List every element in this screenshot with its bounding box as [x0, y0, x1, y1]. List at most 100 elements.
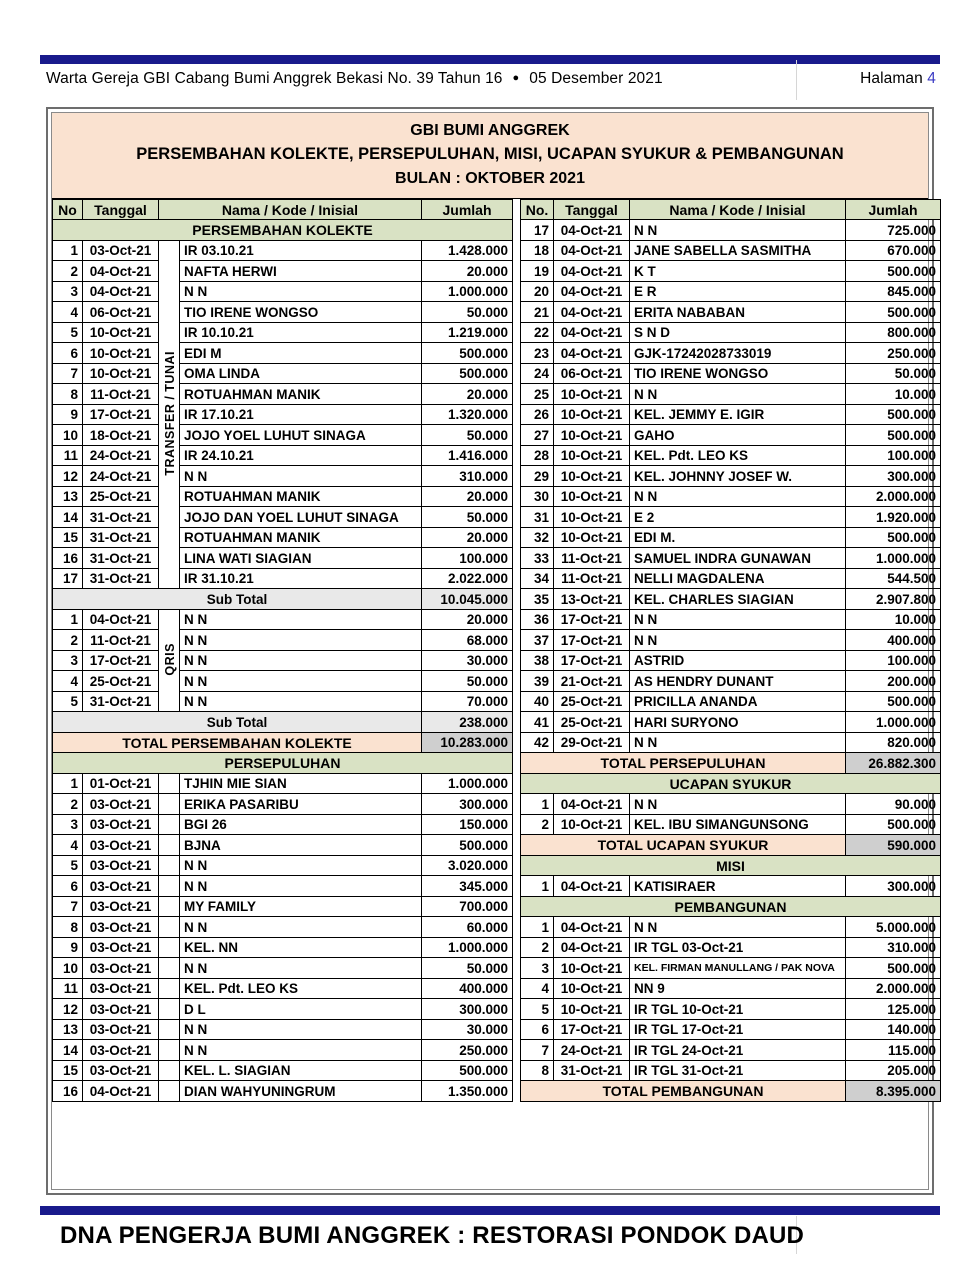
row-name: KEL. FIRMAN MANULLANG / PAK NOVA	[629, 957, 846, 979]
row-date: 04-Oct-21	[553, 321, 630, 344]
table-row: 1 03-Oct-21 TRANSFER / TUNAI IR 03.10.21 1.4…	[52, 239, 513, 590]
row-name: JOJO DAN YOEL LUHUT SINAGA	[179, 506, 422, 528]
row-amount: 300.000	[421, 998, 513, 1020]
row-amount: 820.000	[845, 731, 941, 754]
right-th-tanggal: Tanggal	[553, 198, 630, 221]
row-amount: 700.000	[421, 895, 513, 918]
row-spacer	[158, 1039, 180, 1061]
row-name: N N	[629, 608, 846, 631]
section-header-pembangunan: PEMBANGUNAN	[520, 895, 941, 918]
masthead-left: Warta Gereja GBI Cabang Bumi Anggrek Bek…	[46, 70, 663, 88]
row-spacer	[158, 834, 180, 856]
row-amount: 2.000.000	[845, 977, 941, 1000]
row-date: 31-Oct-21	[82, 547, 159, 569]
row-amount: 5.000.000	[845, 916, 941, 938]
table-row: PERSEMBAHAN KOLEKTE	[52, 219, 513, 241]
two-column-body: No Tanggal Nama / Kode / Inisial Jumlah …	[52, 198, 941, 1102]
row-amount: 1.000.000	[421, 936, 513, 959]
row-spacer	[158, 998, 180, 1020]
row-name: N N	[629, 383, 846, 405]
row-no: 16	[52, 1080, 83, 1102]
row-amount: 50.000	[421, 424, 513, 446]
table-row: TOTAL PEMBANGUNAN 8.395.000	[520, 1080, 941, 1102]
row-amount: 845.000	[845, 280, 941, 303]
row-name: EDI M.	[629, 526, 846, 549]
row-no: 6	[52, 875, 83, 897]
row-no: 36	[520, 608, 554, 631]
row-date: 10-Oct-21	[553, 506, 630, 528]
row-no: 26	[520, 403, 554, 426]
group-label-text: QRIS	[163, 642, 177, 676]
row-date: 03-Oct-21	[82, 239, 159, 262]
row-date: 17-Oct-21	[553, 608, 630, 631]
masthead-issue: Warta Gereja GBI Cabang Bumi Anggrek Bek…	[46, 70, 503, 87]
row-name: NELLI MAGDALENA	[629, 567, 846, 590]
table-row: 11 03-Oct-21 KEL. Pdt. LEO KS 400.000	[52, 977, 513, 1000]
row-no: 6	[52, 342, 83, 364]
row-date: 11-Oct-21	[553, 567, 630, 590]
row-date: 10-Oct-21	[553, 485, 630, 508]
table-row: 32 10-Oct-21 EDI M. 500.000	[520, 526, 941, 549]
group-label-transfer-tunai: TRANSFER / TUNAI	[158, 239, 180, 590]
row-no: 13	[52, 485, 83, 508]
table-row: 11 24-Oct-21 IR 24.10.21 1.416.000	[52, 444, 513, 467]
row-date: 04-Oct-21	[553, 875, 630, 897]
row-name: KEL. IBU SIMANGUNSONG	[629, 813, 846, 836]
row-date: 04-Oct-21	[553, 239, 630, 262]
row-amount: 50.000	[421, 301, 513, 323]
row-name: IR TGL 10-Oct-21	[629, 998, 846, 1020]
section-header-misi: MISI	[520, 854, 941, 877]
table-row: 29 10-Oct-21 KEL. JOHNNY JOSEF W. 300.000	[520, 465, 941, 487]
row-name: BJNA	[179, 834, 422, 856]
table-row: 13 25-Oct-21 ROTUAHMAN MANIK 20.000	[52, 485, 513, 508]
row-no: 31	[520, 506, 554, 528]
table-row: MISI	[520, 854, 941, 877]
row-no: 25	[520, 383, 554, 405]
table-row: 3 03-Oct-21 BGI 26 150.000	[52, 813, 513, 836]
row-amount: 100.000	[845, 444, 941, 467]
row-amount: 725.000	[845, 219, 941, 241]
row-no: 17	[52, 567, 83, 590]
row-no: 9	[52, 403, 83, 426]
row-name: TJHIN MIE SIAN	[179, 772, 422, 795]
row-name: BGI 26	[179, 813, 422, 836]
row-amount: 1.416.000	[421, 444, 513, 467]
table-row: 15 31-Oct-21 ROTUAHMAN MANIK 20.000	[52, 526, 513, 549]
row-name: NN 9	[629, 977, 846, 1000]
table-row: 27 10-Oct-21 GAHO 500.000	[520, 424, 941, 446]
row-date: 10-Oct-21	[553, 444, 630, 467]
table-row: TOTAL UCAPAN SYUKUR 590.000	[520, 834, 941, 856]
row-amount: 400.000	[845, 629, 941, 651]
table-row: 26 10-Oct-21 KEL. JEMMY E. IGIR 500.000	[520, 403, 941, 426]
row-date: 04-Oct-21	[553, 916, 630, 938]
row-amount: 670.000	[845, 239, 941, 262]
table-row: 14 31-Oct-21 JOJO DAN YOEL LUHUT SINAGA 50.…	[52, 506, 513, 528]
section-header-kolekte: PERSEMBAHAN KOLEKTE	[52, 219, 513, 241]
page-label: Halaman	[860, 70, 923, 87]
row-no: 9	[52, 936, 83, 959]
row-amount: 2.022.000	[421, 567, 513, 590]
row-no: 3	[52, 649, 83, 672]
table-row: 7 24-Oct-21 IR TGL 24-Oct-21 115.000	[520, 1039, 941, 1061]
table-row: 8 11-Oct-21 ROTUAHMAN MANIK 20.000	[52, 383, 513, 405]
row-name: JANE SABELLA SASMITHA	[629, 239, 846, 262]
row-amount: 50.000	[421, 506, 513, 528]
row-amount: 100.000	[845, 649, 941, 672]
row-no: 23	[520, 342, 554, 364]
row-date: 04-Oct-21	[553, 280, 630, 303]
row-name: N N	[179, 629, 422, 651]
row-amount: 10.000	[845, 608, 941, 631]
row-amount: 250.000	[421, 1039, 513, 1061]
row-date: 25-Oct-21	[82, 670, 159, 692]
row-date: 03-Oct-21	[82, 916, 159, 938]
row-name: E 2	[629, 506, 846, 528]
row-amount: 500.000	[421, 834, 513, 856]
row-no: 1	[52, 608, 83, 631]
row-no: 1	[52, 772, 83, 795]
table-row: 40 25-Oct-21 PRICILLA ANANDA 500.000	[520, 690, 941, 713]
table-row: 6 03-Oct-21 N N 345.000	[52, 875, 513, 897]
row-date: 04-Oct-21	[82, 1080, 159, 1102]
row-amount: 500.000	[845, 403, 941, 426]
row-name: ERITA NABABAN	[629, 301, 846, 323]
table-row: 31 10-Oct-21 E 2 1.920.000	[520, 506, 941, 528]
